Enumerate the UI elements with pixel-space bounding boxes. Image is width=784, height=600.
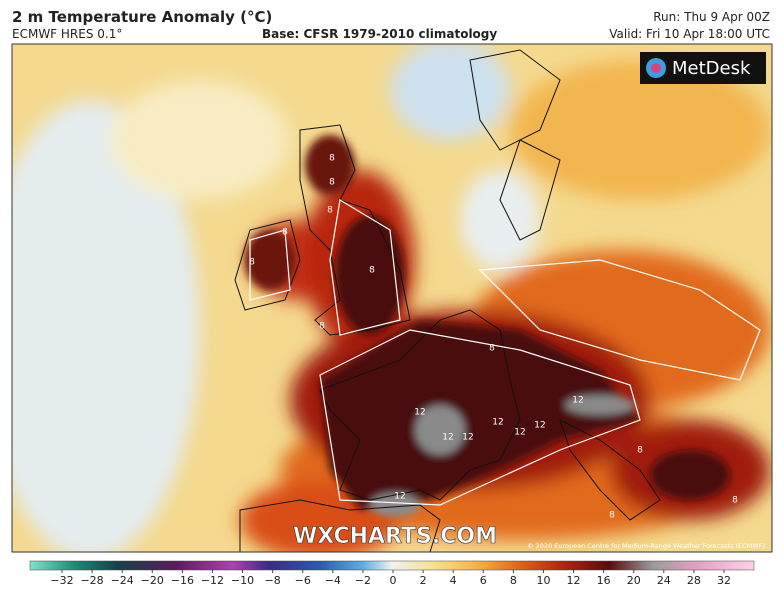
logo-icon-inner [651, 63, 661, 73]
colorbar-tick-label: 24 [657, 574, 671, 587]
contour-label: 8 [609, 511, 615, 521]
colorbar-tick-label: 16 [597, 574, 611, 587]
title: 2 m Temperature Anomaly (°C) [12, 8, 273, 26]
map-frame [11, 43, 773, 553]
contour-label: 8 [319, 322, 325, 332]
colorbar-tick-label: 6 [480, 574, 487, 587]
colorbar [29, 560, 755, 571]
model: ECMWF HRES 0.1° [12, 27, 123, 41]
colorbar-tick-label: 8 [510, 574, 517, 587]
contour-label: 8 [329, 178, 335, 188]
colorbar-tick-label: −2 [355, 574, 371, 587]
contour-label: 8 [249, 258, 255, 268]
contour-label: 12 [462, 433, 473, 443]
contour-label: 12 [492, 418, 503, 428]
contour-label: 8 [369, 266, 375, 276]
contour-label: 12 [442, 433, 453, 443]
colorbar-tick-label: −6 [295, 574, 311, 587]
base: Base: CFSR 1979-2010 climatology [262, 27, 498, 41]
colorbar-tick-label: 4 [450, 574, 457, 587]
watermark: WXCHARTS.COM [293, 524, 497, 549]
colorbar-tick-label: 2 [420, 574, 427, 587]
colorbar-tick-label: −4 [325, 574, 341, 587]
valid: Valid: Fri 10 Apr 18:00 UTC [609, 27, 770, 41]
colorbar-tick-label: −16 [171, 574, 194, 587]
logo: MetDesk [672, 58, 751, 79]
colorbar-tick-label: −8 [265, 574, 281, 587]
run: Run: Thu 9 Apr 00Z [653, 10, 770, 24]
colorbar-tick-label: 0 [390, 574, 397, 587]
contour-label: 8 [327, 206, 333, 216]
colorbar-tick-label: −24 [111, 574, 134, 587]
contour-label: 8 [732, 496, 738, 506]
colorbar-tick-label: −10 [231, 574, 254, 587]
contour-label: 12 [572, 396, 583, 406]
colorbar-tick-label: −32 [50, 574, 73, 587]
colorbar-tick-label: 32 [717, 574, 731, 587]
copyright: © 2020 European Centre for Medium-Range … [527, 542, 765, 550]
colorbar-tick-label: −28 [80, 574, 103, 587]
contour-label: 8 [329, 154, 335, 164]
contour-label: 8 [489, 344, 495, 354]
map-field: 8 8 8 8 8 8 8 8 12 12 12 12 12 12 12 12 8 8 8 [12, 44, 772, 552]
colorbar-tick-label: 28 [687, 574, 701, 587]
colorbar-tick-label: 10 [536, 574, 550, 587]
colorbar-tick-label: 12 [567, 574, 581, 587]
colorbar-tick-label: 20 [627, 574, 641, 587]
contour-label: 12 [394, 492, 405, 502]
contour-label: 12 [514, 428, 525, 438]
contour-label: 8 [637, 446, 643, 456]
contour-label: 8 [282, 228, 288, 238]
colorbar-tick-label: −12 [201, 574, 224, 587]
colorbar-tick-label: −20 [141, 574, 164, 587]
contour-label: 12 [534, 421, 545, 431]
contour-label: 12 [414, 408, 425, 418]
